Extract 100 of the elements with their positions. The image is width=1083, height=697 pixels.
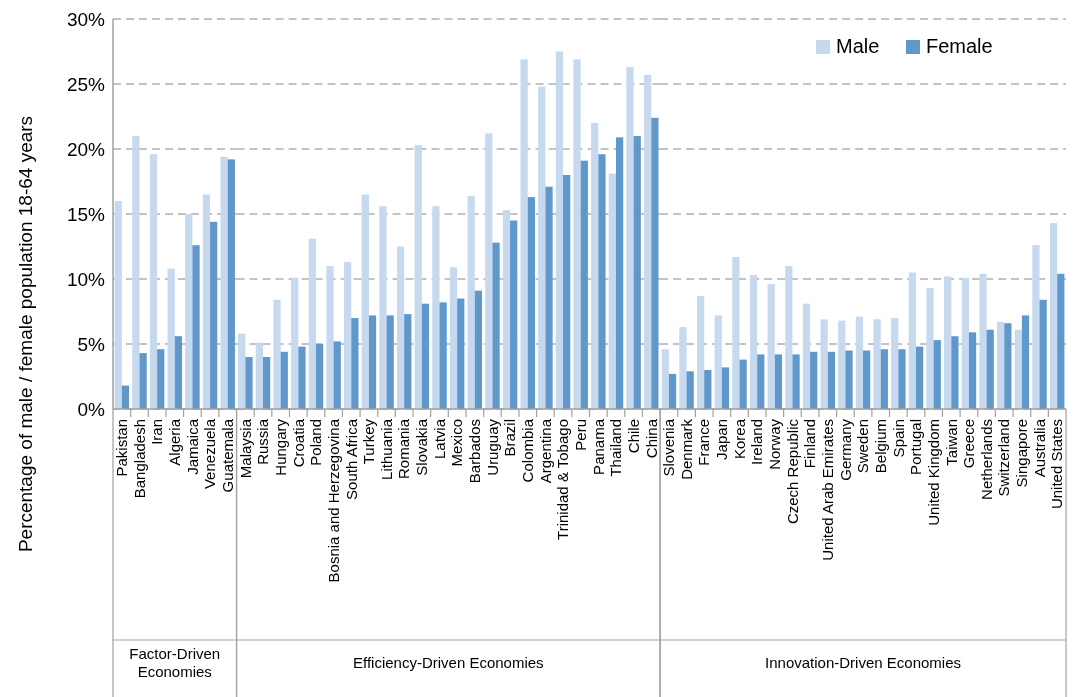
bar [873, 319, 881, 409]
bar [315, 344, 324, 409]
bar [485, 133, 493, 409]
x-tick-label: Thailand [607, 419, 625, 477]
bar [591, 123, 599, 409]
bar [273, 299, 281, 409]
bar [291, 277, 299, 409]
x-axis-title: Innovation-Driven Economies [765, 654, 962, 671]
bar [668, 373, 677, 409]
x-tick-label: Singapore [1013, 419, 1031, 488]
bar [838, 320, 846, 409]
x-tick-label: Russia [254, 418, 272, 465]
bar [891, 318, 899, 409]
bar [502, 210, 511, 409]
bar [633, 136, 641, 409]
bar [792, 354, 800, 409]
bar [615, 137, 624, 409]
bar [898, 349, 906, 409]
x-tick-label: Latvia [430, 418, 448, 460]
x-tick-label: Korea [730, 418, 748, 460]
x-tick-label: Spain [889, 419, 907, 458]
x-tick-label: Guatemala [218, 418, 236, 493]
bar [926, 288, 934, 409]
bar [386, 315, 394, 409]
bar [202, 194, 211, 409]
y-tick-label: 15% [66, 203, 106, 225]
bar [1014, 329, 1022, 409]
x-tick-label: Panama [589, 418, 607, 475]
y-tick-label: 30% [66, 8, 106, 30]
bar [986, 329, 994, 409]
x-tick-label: Slovakia [413, 418, 431, 476]
x-tick-label: Bosnia and Herzegovina [324, 418, 342, 583]
x-tick-label: Mexico [448, 419, 466, 467]
bar [944, 276, 952, 409]
bar [132, 136, 140, 409]
bar [555, 51, 564, 409]
bar [749, 275, 758, 409]
bar [573, 59, 581, 409]
bar [721, 367, 730, 409]
x-tick-label: South Africa [342, 418, 360, 500]
bar [845, 350, 853, 409]
legend-label: Male [836, 35, 880, 57]
bar [227, 159, 235, 409]
bar [238, 333, 246, 409]
bar [361, 194, 369, 409]
bar [255, 342, 264, 409]
x-tick-label: Finland [801, 419, 819, 469]
bar [979, 273, 987, 409]
bar [951, 336, 959, 409]
bar [863, 350, 871, 409]
bar [732, 256, 740, 409]
bar [351, 318, 359, 409]
y-tick-label: 10% [66, 268, 106, 290]
bar [474, 290, 483, 409]
bar [396, 246, 405, 409]
bar [545, 186, 553, 409]
x-tick-label: Germany [836, 418, 854, 481]
y-axis-title: Percentage of male / female population 18-64 years [15, 115, 36, 553]
x-tick-label: Bangladesh [130, 419, 148, 499]
bar [220, 156, 228, 409]
bar [661, 349, 669, 409]
x-tick-label: Taiwan [942, 419, 960, 466]
x-tick-label: Jamaica [183, 418, 201, 475]
bar [997, 321, 1005, 409]
bar [1057, 273, 1065, 409]
bar [802, 303, 811, 409]
x-tick-label: Lithuania [377, 418, 395, 480]
bar [855, 316, 864, 409]
bar [326, 266, 334, 409]
bar [968, 332, 977, 409]
bar [492, 242, 500, 409]
x-tick-label: Ireland [748, 419, 766, 465]
y-tick-label: 20% [66, 138, 106, 160]
bar [280, 351, 288, 409]
bar [626, 67, 634, 409]
bar [157, 349, 165, 409]
y-tick-label: 0% [77, 398, 106, 420]
x-tick-label: United Arab Emirates [819, 419, 836, 561]
x-tick-label: France [695, 419, 713, 466]
x-tick-label: Romania [395, 418, 413, 480]
x-axis-title: Factor-Driven Economies [129, 645, 221, 680]
bar [608, 173, 616, 409]
x-tick-label: Brazil [501, 419, 519, 457]
x-tick-label: Pakistan [113, 419, 131, 477]
x-tick-label: Chile [624, 419, 642, 454]
x-tick-label: Japan [713, 419, 731, 460]
bar [908, 272, 916, 409]
bar [1021, 315, 1030, 409]
bar [785, 266, 793, 409]
y-tick-label: 5% [77, 333, 106, 355]
bar [121, 385, 130, 409]
bar [961, 277, 969, 409]
x-tick-label: Croatia [289, 418, 307, 468]
x-tick-label: United States [1048, 419, 1066, 510]
bar [210, 221, 218, 409]
bar [1049, 223, 1058, 409]
x-tick-label: Malaysia [236, 418, 254, 479]
bar [510, 220, 518, 409]
x-axis-title: Efficiency-Driven Economies [352, 654, 544, 671]
bar [696, 295, 705, 409]
